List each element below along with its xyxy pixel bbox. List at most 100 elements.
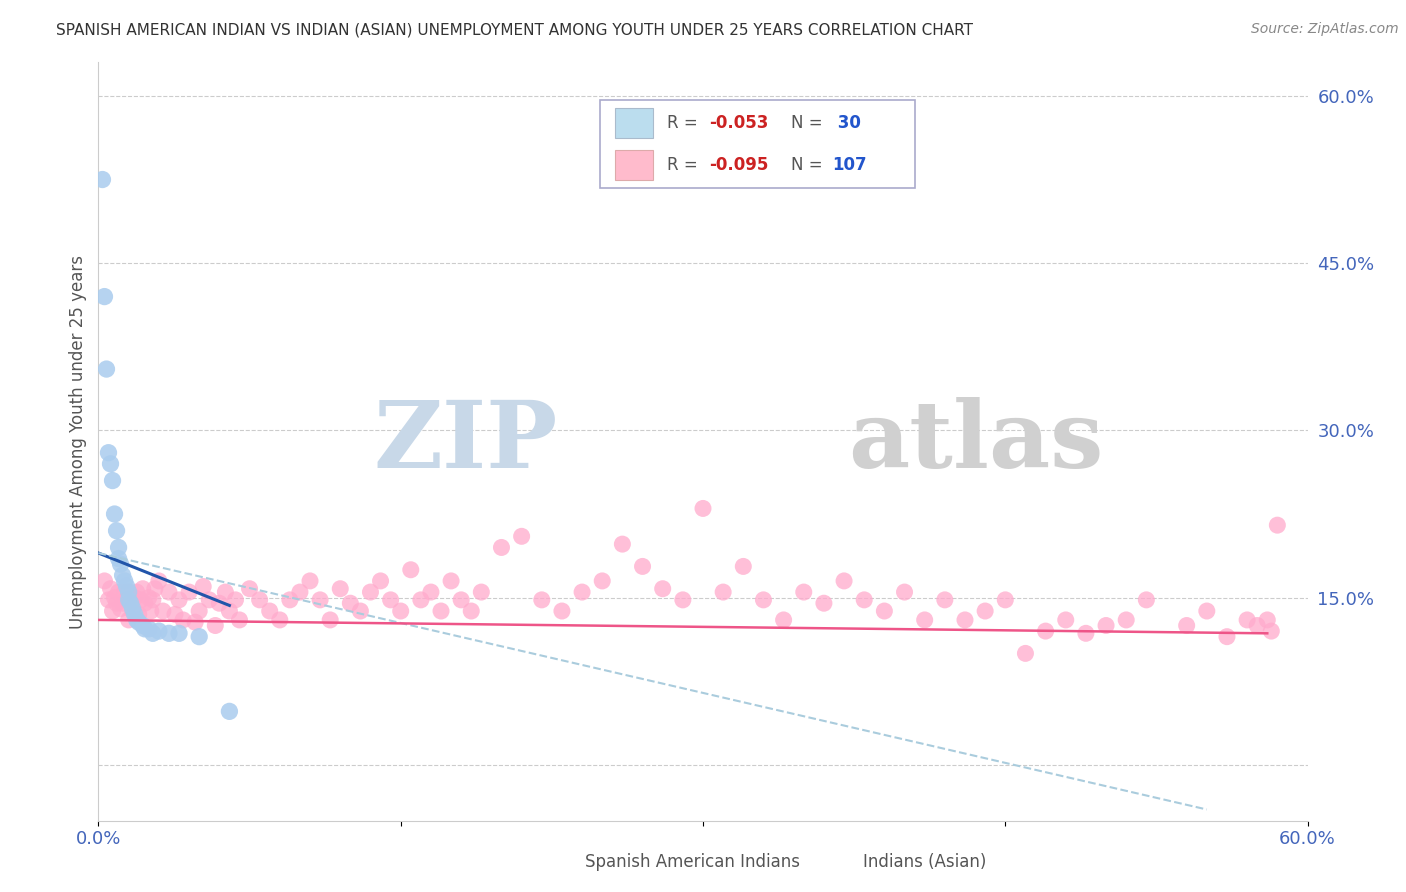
Point [132,582,155,596]
Point [1074,626,1097,640]
Point [198,592,221,607]
Point [772,613,794,627]
Point [571,585,593,599]
Point [1014,646,1036,660]
Point [157,585,180,599]
Point [752,592,775,607]
Point [360,585,382,599]
Point [832,574,855,588]
Point [103,507,125,521]
Point [1267,518,1289,533]
Point [107,551,129,566]
Point [100,582,122,596]
Text: ZIP: ZIP [374,397,558,486]
Point [934,592,956,607]
Point [132,618,155,632]
Point [204,618,226,632]
Point [813,596,835,610]
Point [91,172,114,186]
Point [157,626,180,640]
Text: Source: ZipAtlas.com: Source: ZipAtlas.com [1251,22,1399,37]
Text: atlas: atlas [848,397,1104,486]
Point [994,592,1017,607]
Point [110,557,132,572]
Point [309,592,332,607]
Point [530,592,553,607]
Point [118,585,141,599]
Point [111,568,134,582]
Text: R =: R = [666,156,703,174]
Point [380,592,402,607]
Point [184,615,207,630]
Point [188,604,211,618]
Point [591,574,613,588]
Point [299,574,322,588]
Point [1035,624,1057,639]
Point [440,574,463,588]
Point [208,596,231,610]
Point [110,601,132,615]
Point [120,592,142,607]
Point [873,604,896,618]
Point [711,585,734,599]
Point [893,585,915,599]
Point [105,596,128,610]
Point [218,705,240,719]
Point [793,585,815,599]
Bar [546,848,576,877]
Point [115,592,138,607]
Point [193,580,215,594]
Point [152,604,174,618]
Point [329,582,352,596]
Point [1216,630,1239,644]
Point [1054,613,1077,627]
Text: 30: 30 [832,114,862,132]
Point [143,582,166,596]
Text: Indians (Asian): Indians (Asian) [863,854,986,871]
Point [179,585,201,599]
Point [399,563,422,577]
Point [651,582,673,596]
Point [128,615,150,630]
Point [148,574,170,588]
Point [107,585,129,599]
Point [115,580,138,594]
Text: -0.053: -0.053 [709,114,769,132]
Text: N =: N = [792,114,828,132]
Point [214,585,236,599]
Point [105,524,128,538]
Point [288,585,311,599]
Point [93,289,115,303]
Text: R =: R = [666,114,703,132]
Point [125,613,148,627]
Point [121,601,143,615]
Point [172,613,194,627]
Point [96,362,118,376]
Point [1236,613,1258,627]
Y-axis label: Unemployment Among Youth under 25 years: Unemployment Among Youth under 25 years [69,254,87,629]
Point [1115,613,1137,627]
Bar [614,150,654,180]
Point [107,541,129,555]
Point [139,604,162,618]
Point [142,626,165,640]
Text: SPANISH AMERICAN INDIAN VS INDIAN (ASIAN) UNEMPLOYMENT AMONG YOUTH UNDER 25 YEAR: SPANISH AMERICAN INDIAN VS INDIAN (ASIAN… [56,22,973,37]
Point [120,596,142,610]
Point [914,613,936,627]
Point [114,585,136,599]
Point [128,607,150,622]
Point [224,592,246,607]
Point [1195,604,1218,618]
Point [1095,618,1118,632]
Point [430,604,453,618]
Point [612,537,634,551]
Point [1135,592,1157,607]
Point [163,607,186,622]
Point [114,574,136,588]
Point [118,613,141,627]
Point [278,592,301,607]
Point [1256,613,1278,627]
Point [97,445,120,460]
Point [118,592,141,607]
Point [450,592,472,607]
